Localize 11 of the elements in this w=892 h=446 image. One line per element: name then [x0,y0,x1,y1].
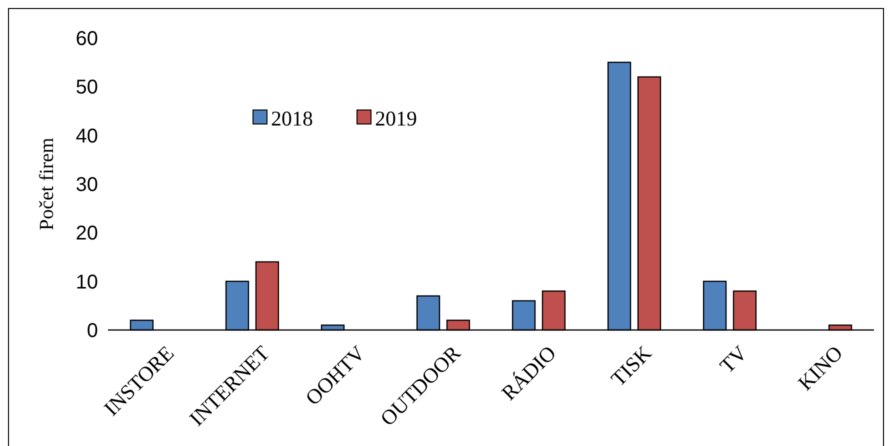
y-tick-label: 20 [76,222,98,245]
y-axis-title: Počet firem [36,137,58,230]
legend-label: 2019 [375,106,417,130]
y-tick-label: 40 [76,125,98,148]
y-tick-label: 60 [76,28,98,50]
y-tick-label: 50 [76,76,98,99]
x-tick-label: TV [714,340,752,378]
y-tick-label: 0 [86,320,98,342]
y-tick-label: 30 [76,174,98,196]
y-tick-label: 10 [76,271,98,294]
legend-label: 2018 [271,106,313,130]
